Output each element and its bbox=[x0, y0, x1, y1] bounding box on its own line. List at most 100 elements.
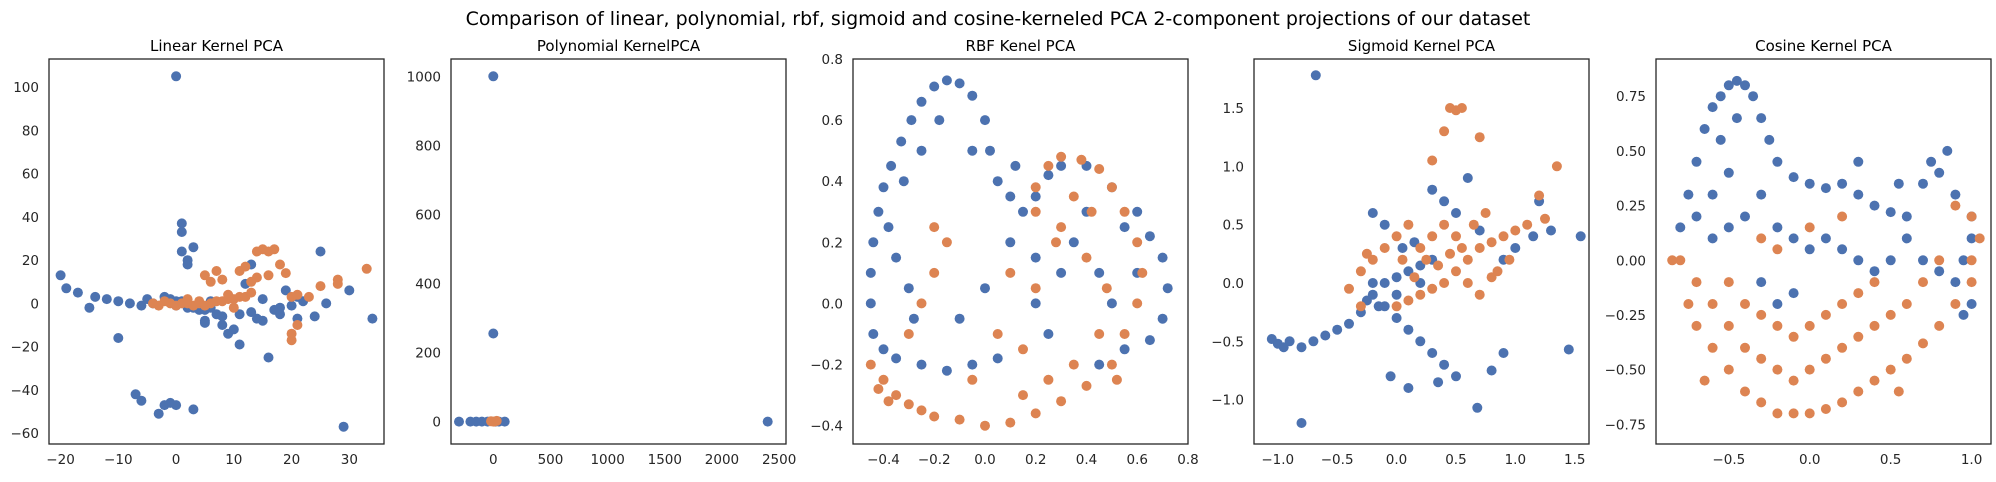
scatter-point bbox=[886, 160, 897, 171]
scatter-point bbox=[1683, 299, 1694, 309]
axes-frame bbox=[852, 58, 1189, 445]
figure-title: Comparison of linear, polynomial, rbf, s… bbox=[466, 8, 1531, 30]
scatter-point bbox=[130, 389, 141, 400]
scatter-point bbox=[1415, 243, 1426, 253]
scatter-point bbox=[1575, 231, 1586, 242]
scatter-point bbox=[1772, 408, 1783, 419]
x-tick-label: 0 bbox=[172, 452, 181, 468]
x-tick-label: 0.0 bbox=[1386, 452, 1407, 468]
scatter-point bbox=[1966, 299, 1977, 309]
scatter-point bbox=[1772, 156, 1783, 167]
panel-title: Polynomial KernelPCA bbox=[537, 37, 701, 55]
y-tick-label: 0.2 bbox=[822, 235, 843, 251]
scatter-point bbox=[1439, 196, 1450, 207]
scatter-point bbox=[1675, 222, 1686, 233]
scatter-point bbox=[1804, 222, 1815, 233]
scatter-point bbox=[1119, 206, 1130, 217]
series-0 bbox=[865, 75, 1173, 376]
scatter-point bbox=[1820, 404, 1831, 414]
x-tick-label: 2000 bbox=[705, 452, 739, 468]
y-tick-label: 20 bbox=[22, 253, 39, 269]
scatter-point bbox=[1788, 331, 1799, 342]
scatter-point bbox=[182, 294, 193, 305]
scatter-point bbox=[113, 333, 124, 343]
scatter-point bbox=[1740, 211, 1750, 222]
scatter-point bbox=[257, 315, 268, 326]
y-tick-label: −40 bbox=[11, 383, 40, 399]
scatter-point bbox=[916, 96, 927, 107]
scatter-point bbox=[228, 324, 239, 335]
x-tick-label: 0 bbox=[489, 452, 498, 468]
scatter-point bbox=[916, 359, 927, 370]
scatter-point bbox=[762, 416, 773, 427]
scatter-point bbox=[488, 71, 499, 82]
scatter-point bbox=[280, 285, 291, 296]
scatter-point bbox=[1068, 191, 1079, 202]
scatter-point bbox=[868, 329, 879, 339]
axes-frame bbox=[1253, 58, 1590, 445]
scatter-point bbox=[1355, 301, 1366, 312]
scatter-point bbox=[1427, 155, 1438, 166]
scatter-point bbox=[985, 145, 995, 156]
scatter-point bbox=[1788, 408, 1799, 419]
scatter-point bbox=[1030, 298, 1041, 309]
scatter-point bbox=[1966, 211, 1977, 222]
scatter-point bbox=[1966, 233, 1977, 244]
y-tick-label: 0.00 bbox=[1616, 253, 1646, 269]
scatter-point bbox=[1106, 359, 1117, 370]
scatter-point bbox=[124, 298, 135, 309]
scatter-point bbox=[1451, 266, 1461, 277]
scatter-point bbox=[929, 222, 940, 233]
scatter-point bbox=[1820, 233, 1831, 244]
scatter-point bbox=[1162, 283, 1173, 294]
scatter-point bbox=[1901, 299, 1912, 309]
scatter-point bbox=[303, 291, 314, 302]
x-tick-label: 0.5 bbox=[1445, 452, 1466, 468]
y-tick-label: 1000 bbox=[407, 69, 441, 85]
scatter-point bbox=[1081, 380, 1092, 391]
y-tick-label: −0.4 bbox=[810, 419, 843, 435]
scatter-point bbox=[1691, 156, 1702, 167]
scatter-point bbox=[1018, 344, 1028, 355]
scatter-point bbox=[873, 384, 884, 394]
y-tick-label: −0.2 bbox=[810, 358, 843, 374]
x-tick-label: 20 bbox=[283, 452, 300, 468]
scatter-point bbox=[1853, 255, 1864, 266]
scatter-point bbox=[916, 405, 927, 416]
x-tick-label: 10 bbox=[225, 452, 242, 468]
y-tick-label: 0.8 bbox=[822, 52, 843, 68]
scatter-point bbox=[292, 289, 303, 300]
scatter-point bbox=[1683, 189, 1694, 200]
y-tick-label: −20 bbox=[11, 340, 40, 356]
scatter-point bbox=[1772, 364, 1783, 375]
scatter-point bbox=[182, 259, 193, 270]
scatter-point bbox=[967, 145, 978, 156]
scatter-point bbox=[1081, 252, 1092, 263]
scatter-point bbox=[1439, 126, 1450, 137]
scatter-point bbox=[992, 176, 1003, 187]
scatter-point bbox=[1439, 359, 1450, 370]
scatter-point bbox=[1284, 336, 1295, 347]
scatter-point bbox=[61, 283, 72, 294]
scatter-point bbox=[908, 313, 919, 324]
scatter-point bbox=[1820, 309, 1831, 320]
scatter-point bbox=[1901, 353, 1912, 364]
scatter-point bbox=[1950, 277, 1961, 288]
scatter-point bbox=[1699, 124, 1710, 134]
scatter-point bbox=[1723, 167, 1734, 178]
scatter-point bbox=[1427, 283, 1438, 294]
scatter-point bbox=[1018, 390, 1028, 401]
scatter-point bbox=[1504, 254, 1515, 265]
scatter-point bbox=[1486, 365, 1497, 376]
scatter-point bbox=[1869, 277, 1880, 288]
x-tick-label: 0.6 bbox=[1127, 452, 1148, 468]
series-1 bbox=[1344, 103, 1562, 312]
scatter-point bbox=[1950, 299, 1961, 309]
series-1 bbox=[865, 151, 1148, 431]
scatter-point bbox=[1462, 278, 1473, 288]
x-tick-label: −0.4 bbox=[867, 452, 900, 468]
scatter-point bbox=[315, 281, 326, 292]
y-tick-label: 40 bbox=[22, 210, 39, 226]
scatter-point bbox=[1699, 375, 1710, 386]
scatter-point bbox=[1094, 359, 1105, 370]
